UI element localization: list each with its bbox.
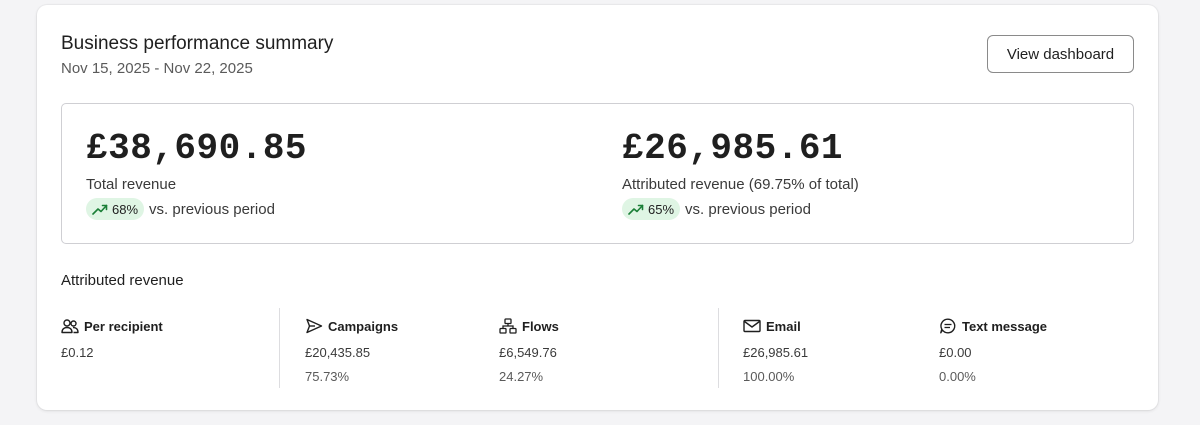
total-revenue-label: Total revenue (86, 176, 177, 193)
per-recipient-value: £0.12 (61, 345, 94, 360)
change-badge: 68% (86, 198, 145, 220)
flows-value: £6,549.76 (499, 345, 557, 360)
campaigns-percent: 75.73% (305, 369, 350, 384)
text-message-value: £0.00 (939, 345, 972, 360)
change-badge: 65% (622, 198, 681, 220)
attributed-revenue-heading: Attributed revenue (61, 272, 184, 289)
flows-percent: 24.27% (499, 369, 544, 384)
flows-stat: Flows £6,549.76 24.27% (499, 317, 559, 384)
text-message-label: Text message (962, 318, 1048, 334)
text-message-stat: Text message £0.00 0.00% (939, 317, 1047, 384)
date-range: Nov 15, 2025 - Nov 22, 2025 (61, 60, 253, 77)
campaigns-value: £20,435.85 (305, 345, 371, 360)
trend-up-icon (628, 204, 644, 215)
attributed-revenue-value: £26,985.61 (622, 128, 844, 169)
campaigns-stat: Campaigns £20,435.85 75.73% (305, 317, 399, 385)
people-icon (61, 319, 79, 334)
message-icon (940, 318, 956, 334)
per-recipient-stat: Per recipient £0.12 (61, 317, 163, 361)
email-value: £26,985.61 (743, 345, 809, 360)
send-icon (306, 318, 323, 334)
text-message-percent: 0.00% (939, 369, 976, 384)
email-percent: 100.00% (743, 369, 795, 384)
campaigns-label: Campaigns (328, 318, 399, 334)
total-revenue-value: £38,690.85 (86, 128, 308, 169)
trend-up-icon (92, 204, 108, 215)
email-label: Email (766, 318, 801, 334)
divider (279, 308, 280, 388)
attributed-revenue-trend: 65% vs. previous period (622, 198, 811, 220)
mail-icon (743, 319, 761, 333)
flows-label: Flows (522, 318, 559, 334)
flow-icon (499, 318, 517, 334)
per-recipient-label: Per recipient (84, 318, 163, 334)
attributed-revenue-label: Attributed revenue (69.75% of total) (622, 176, 859, 193)
total-revenue-trend: 68% vs. previous period (86, 198, 275, 220)
view-dashboard-button[interactable]: View dashboard (987, 35, 1134, 73)
comparison-text: vs. previous period (685, 200, 811, 218)
change-percent: 65% (648, 201, 675, 217)
email-stat: Email £26,985.61 100.00% (743, 317, 809, 385)
divider (718, 308, 719, 388)
business-performance-card: Business performance summary Nov 15, 202… (37, 5, 1158, 410)
card-title: Business performance summary (61, 33, 334, 54)
comparison-text: vs. previous period (149, 200, 275, 218)
change-percent: 68% (112, 201, 139, 217)
metrics-panel: £38,690.85 Total revenue 68% vs. previou… (61, 103, 1134, 244)
